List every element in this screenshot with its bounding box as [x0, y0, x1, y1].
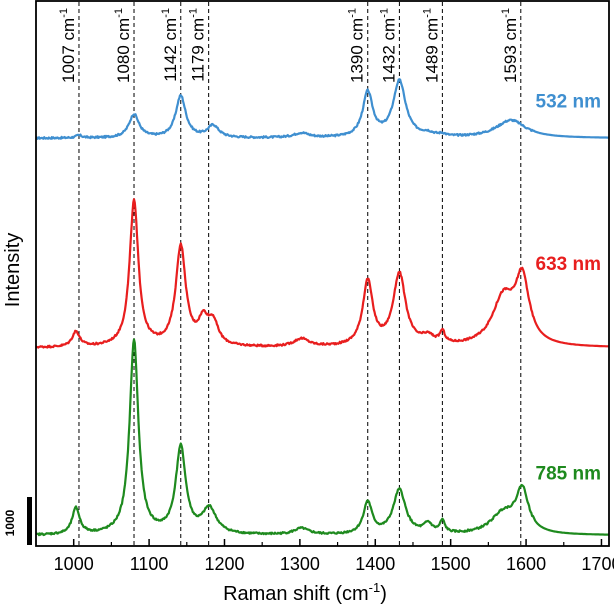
reference-line-label-1179: 1179 cm-1 — [188, 8, 208, 82]
reference-line-label-superscript: -1 — [113, 8, 125, 18]
x-tick-label-1100: 1100 — [130, 554, 169, 574]
reference-lines-layer — [78, 2, 522, 545]
reference-line-label-text: 1142 cm — [161, 18, 180, 82]
reference-line-label-superscript: -1 — [58, 8, 70, 18]
x-tick-label-1300: 1300 — [280, 554, 320, 574]
spectra-layer — [35, 78, 610, 537]
reference-line-label-text: 1432 cm — [379, 18, 398, 83]
reference-line-label-1080: 1080 cm-1 — [113, 8, 133, 83]
reference-line-label-superscript: -1 — [421, 8, 433, 18]
spectrum-line-785-nm — [35, 338, 609, 537]
plot-area-frame — [35, 0, 610, 547]
reference-line-label-text: 1007 cm — [59, 18, 78, 83]
reference-line-label-1007: 1007 cm-1 — [58, 8, 78, 83]
series-label-633-nm: 633 nm — [536, 254, 601, 275]
spectrum-line-633-nm — [35, 198, 610, 349]
reference-line-label-text: 1390 cm — [348, 18, 367, 83]
x-tick-label-1700: 1700 — [581, 554, 614, 574]
scale-bar-label: 1000 — [3, 509, 17, 536]
intensity-scale-bar — [27, 497, 32, 545]
x-tick-label-1200: 1200 — [204, 554, 244, 574]
reference-line-label-1489: 1489 cm-1 — [421, 8, 441, 83]
x-axis-label: Raman shift (cm-1) — [223, 580, 387, 605]
reference-line-label-superscript: -1 — [347, 8, 359, 18]
x-axis-label-main: Raman shift (cm — [223, 583, 369, 605]
reference-line-label-1390: 1390 cm-1 — [347, 8, 367, 83]
series-labels: 532 nm 633 nm 785 nm — [536, 92, 601, 485]
reference-line-label-1593: 1593 cm-1 — [500, 8, 520, 83]
reference-line-label-superscript: -1 — [500, 8, 512, 18]
x-axis: 1000 1100 1200 1300 1400 1500 1600 1700 — [54, 539, 614, 574]
reference-line-label-superscript: -1 — [378, 8, 390, 18]
reference-line-label-text: 1489 cm — [422, 18, 441, 83]
series-label-785-nm: 785 nm — [536, 464, 601, 485]
reference-line-label-superscript: -1 — [160, 8, 172, 18]
reference-line-label-text: 1593 cm — [501, 18, 520, 83]
y-axis-label: Intensity — [2, 233, 24, 307]
reference-line-label-text: 1179 cm — [189, 18, 208, 82]
series-label-532-nm: 532 nm — [536, 92, 601, 113]
x-tick-label-1400: 1400 — [355, 554, 395, 574]
reference-line-label-text: 1080 cm — [114, 18, 133, 83]
spectrum-line-532-nm — [35, 78, 609, 140]
reference-line-label-1142: 1142 cm-1 — [160, 8, 180, 82]
x-tick-label-1600: 1600 — [506, 554, 546, 574]
reference-line-label-superscript: -1 — [188, 8, 200, 18]
x-tick-label-1500: 1500 — [431, 554, 471, 574]
x-tick-label-1000: 1000 — [54, 554, 94, 574]
reference-line-label-1432: 1432 cm-1 — [378, 8, 398, 83]
x-axis-label-close: ) — [380, 583, 387, 605]
x-axis-label-superscript: -1 — [369, 580, 381, 595]
